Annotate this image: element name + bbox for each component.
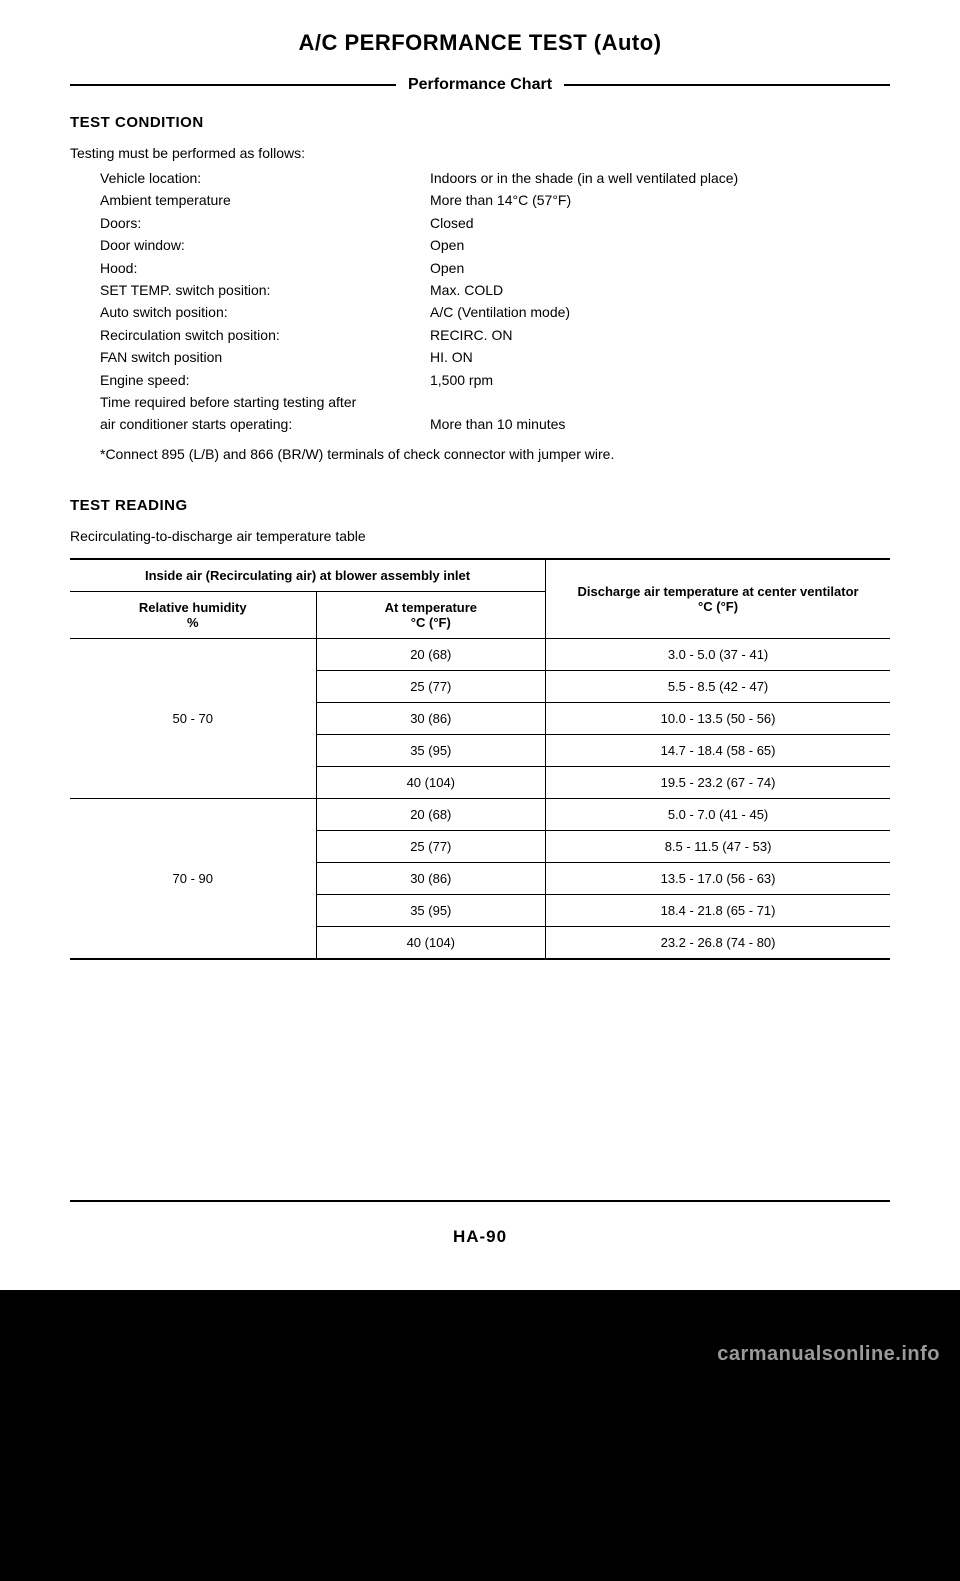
page-number: HA-90 <box>70 1227 890 1247</box>
temp-cell: 25 (77) <box>316 830 546 862</box>
bottom-rule <box>70 1200 890 1203</box>
condition-value <box>430 391 890 413</box>
discharge-cell: 8.5 - 11.5 (47 - 53) <box>546 830 890 862</box>
humidity-cell: 50 - 70 <box>70 638 316 798</box>
discharge-cell: 18.4 - 21.8 (65 - 71) <box>546 894 890 926</box>
temp-cell: 35 (95) <box>316 734 546 766</box>
condition-value: Open <box>430 257 890 279</box>
test-reading-block: TEST READING Recirculating-to-discharge … <box>70 497 890 960</box>
table-header-humidity: Relative humidity% <box>70 591 316 638</box>
condition-label: Auto switch position: <box>100 301 430 323</box>
condition-row: air conditioner starts operating:More th… <box>100 413 890 435</box>
condition-label: Recirculation switch position: <box>100 324 430 346</box>
discharge-cell: 13.5 - 17.0 (56 - 63) <box>546 862 890 894</box>
temp-cell: 40 (104) <box>316 926 546 959</box>
table-row: 50 - 70 20 (68) 3.0 - 5.0 (37 - 41) <box>70 638 890 670</box>
condition-row: Hood:Open <box>100 257 890 279</box>
humidity-cell: 70 - 90 <box>70 798 316 959</box>
condition-label: Vehicle location: <box>100 167 430 189</box>
condition-value: Closed <box>430 212 890 234</box>
temp-cell: 25 (77) <box>316 670 546 702</box>
condition-row: Doors:Closed <box>100 212 890 234</box>
temp-cell: 40 (104) <box>316 766 546 798</box>
table-header-inside-air: Inside air (Recirculating air) at blower… <box>70 559 546 592</box>
condition-row: Ambient temperatureMore than 14°C (57°F) <box>100 189 890 211</box>
discharge-cell: 19.5 - 23.2 (67 - 74) <box>546 766 890 798</box>
discharge-cell: 3.0 - 5.0 (37 - 41) <box>546 638 890 670</box>
condition-value: 1,500 rpm <box>430 369 890 391</box>
discharge-cell: 5.5 - 8.5 (42 - 47) <box>546 670 890 702</box>
condition-label: FAN switch position <box>100 346 430 368</box>
temp-cell: 30 (86) <box>316 862 546 894</box>
temp-cell: 35 (95) <box>316 894 546 926</box>
condition-row: Vehicle location:Indoors or in the shade… <box>100 167 890 189</box>
discharge-cell: 14.7 - 18.4 (58 - 65) <box>546 734 890 766</box>
condition-label: Doors: <box>100 212 430 234</box>
page-title: A/C PERFORMANCE TEST (Auto) <box>70 30 890 56</box>
condition-label: air conditioner starts operating: <box>100 413 430 435</box>
temperature-table: Inside air (Recirculating air) at blower… <box>70 558 890 960</box>
condition-row: Engine speed:1,500 rpm <box>100 369 890 391</box>
condition-list: Vehicle location:Indoors or in the shade… <box>70 167 890 436</box>
temp-cell: 30 (86) <box>316 702 546 734</box>
condition-row: Time required before starting testing af… <box>100 391 890 413</box>
condition-label: Time required before starting testing af… <box>100 391 430 413</box>
watermark-text: carmanualsonline.info <box>717 1343 940 1366</box>
condition-value: RECIRC. ON <box>430 324 890 346</box>
test-condition-heading: TEST CONDITION <box>70 114 890 131</box>
condition-row: Auto switch position:A/C (Ventilation mo… <box>100 301 890 323</box>
condition-row: FAN switch positionHI. ON <box>100 346 890 368</box>
header-rule-right <box>564 84 890 86</box>
condition-value: Open <box>430 234 890 256</box>
condition-value: Indoors or in the shade (in a well venti… <box>430 167 890 189</box>
table-header-temp: At temperature°C (°F) <box>316 591 546 638</box>
section-header: Performance Chart <box>70 76 890 94</box>
document-page: A/C PERFORMANCE TEST (Auto) Performance … <box>0 0 960 1290</box>
condition-label: Engine speed: <box>100 369 430 391</box>
condition-label: Door window: <box>100 234 430 256</box>
condition-label: Ambient temperature <box>100 189 430 211</box>
condition-value: A/C (Ventilation mode) <box>430 301 890 323</box>
temp-cell: 20 (68) <box>316 638 546 670</box>
test-reading-heading: TEST READING <box>70 497 890 514</box>
condition-value: HI. ON <box>430 346 890 368</box>
discharge-cell: 5.0 - 7.0 (41 - 45) <box>546 798 890 830</box>
header-rule-left <box>70 84 396 86</box>
condition-row: Door window:Open <box>100 234 890 256</box>
table-header-discharge: Discharge air temperature at center vent… <box>546 559 890 639</box>
discharge-cell: 10.0 - 13.5 (50 - 56) <box>546 702 890 734</box>
section-label: Performance Chart <box>396 76 564 94</box>
condition-label: Hood: <box>100 257 430 279</box>
table-caption: Recirculating-to-discharge air temperatu… <box>70 528 890 544</box>
condition-row: SET TEMP. switch position:Max. COLD <box>100 279 890 301</box>
condition-value: More than 14°C (57°F) <box>430 189 890 211</box>
condition-value: More than 10 minutes <box>430 413 890 435</box>
condition-label: SET TEMP. switch position: <box>100 279 430 301</box>
condition-value: Max. COLD <box>430 279 890 301</box>
test-condition-note: *Connect 895 (L/B) and 866 (BR/W) termin… <box>70 446 890 462</box>
discharge-cell: 23.2 - 26.8 (74 - 80) <box>546 926 890 959</box>
table-row: 70 - 90 20 (68) 5.0 - 7.0 (41 - 45) <box>70 798 890 830</box>
condition-row: Recirculation switch position:RECIRC. ON <box>100 324 890 346</box>
test-condition-intro: Testing must be performed as follows: <box>70 145 890 161</box>
temp-cell: 20 (68) <box>316 798 546 830</box>
test-condition-block: TEST CONDITION Testing must be performed… <box>70 114 890 462</box>
